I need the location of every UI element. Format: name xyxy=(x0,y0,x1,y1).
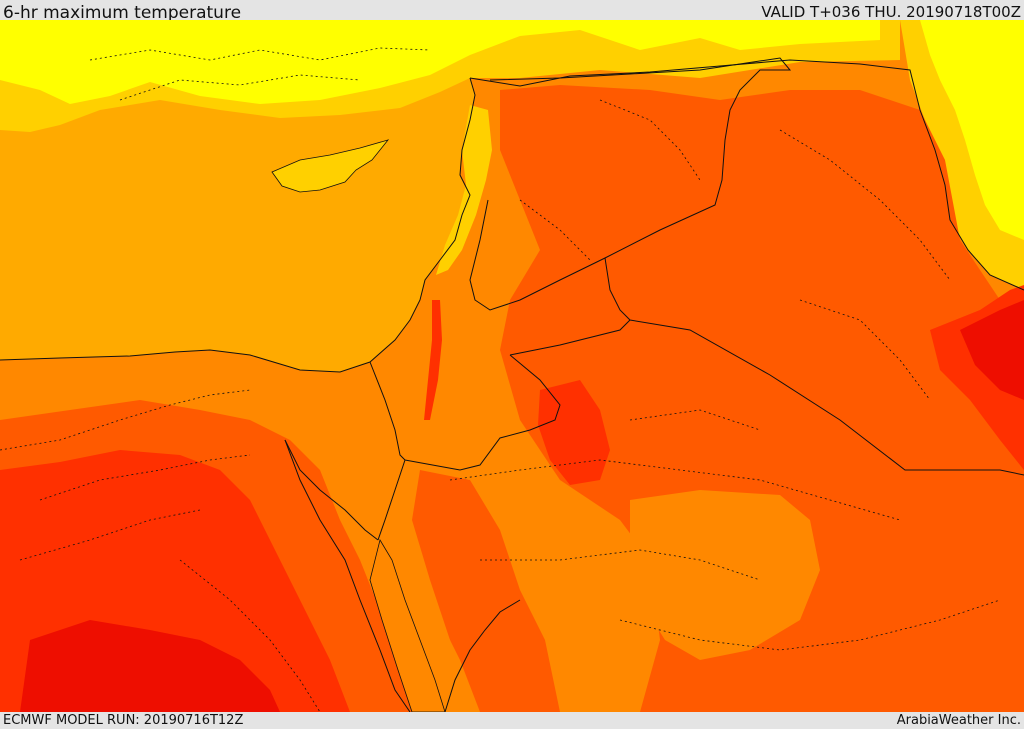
cyprus-island xyxy=(271,139,390,193)
footer-bar: ECMWF MODEL RUN: 20190716T12Z ArabiaWeat… xyxy=(0,712,1024,729)
levant-highlands xyxy=(436,105,492,275)
regional-boundaries xyxy=(0,47,1001,712)
country-borders xyxy=(0,57,1024,712)
jordan-valley xyxy=(424,300,442,420)
anatolia-cool-band xyxy=(0,20,880,104)
header-bar: 6-hr maximum temperature VALID T+036 THU… xyxy=(0,0,1024,23)
iraq-hot-zone xyxy=(500,85,1024,712)
najd-plateau xyxy=(630,490,820,660)
map-title: 6-hr maximum temperature xyxy=(3,3,242,23)
valid-time-label: VALID T+036 THU. 20190718T00Z xyxy=(761,3,1021,21)
nafud-very-hot-zone xyxy=(538,380,610,485)
iraq-extreme-zone xyxy=(960,300,1024,400)
egypt-extreme-zone xyxy=(20,620,280,712)
arabia-west-hot-zone xyxy=(412,470,560,712)
red-sea xyxy=(369,538,446,712)
credit-label: ArabiaWeather Inc. xyxy=(896,713,1021,728)
model-run-label: ECMWF MODEL RUN: 20190716T12Z xyxy=(3,713,244,728)
temperature-map xyxy=(0,20,1024,712)
zagros-cool-band xyxy=(920,20,1024,240)
